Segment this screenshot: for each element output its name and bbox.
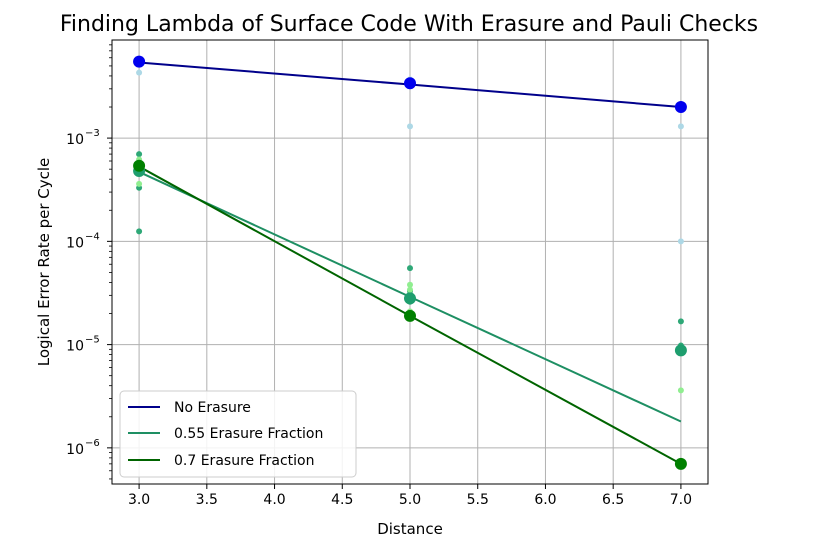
- raw-point: [677, 318, 684, 325]
- raw-point: [677, 123, 684, 130]
- x-tick-label: 3.0: [128, 492, 150, 508]
- raw-point: [136, 180, 143, 187]
- mean-point: [404, 77, 416, 90]
- x-tick-label: 6.5: [602, 492, 624, 508]
- y-tick-exponent: −6: [85, 438, 100, 449]
- legend-label-0.55-erasure: 0.55 Erasure Fraction: [174, 426, 323, 442]
- mean-point: [404, 309, 416, 322]
- raw-point: [136, 69, 143, 76]
- mean-point: [674, 101, 687, 114]
- y-ticks: 10−610−510−410−3: [66, 44, 112, 480]
- y-tick-exponent: −5: [85, 335, 100, 346]
- raw-point: [136, 151, 143, 158]
- mean-point: [674, 344, 687, 357]
- y-tick-label: 10: [66, 132, 84, 148]
- y-tick-exponent: −3: [85, 128, 100, 139]
- raw-point: [136, 228, 143, 235]
- legend-box: [119, 390, 357, 478]
- mean-points: [133, 55, 687, 470]
- x-tick-label: 5.0: [399, 492, 421, 508]
- raw-point: [677, 238, 684, 245]
- y-tick-label: 10: [66, 442, 84, 458]
- y-tick-exponent: −4: [85, 231, 100, 242]
- x-tick-label: 7.0: [670, 492, 692, 508]
- x-tick-label: 4.0: [263, 492, 285, 508]
- y-tick-label: 10: [66, 235, 84, 251]
- mean-point: [674, 457, 687, 470]
- legend-label-0.7-erasure: 0.7 Erasure Fraction: [174, 453, 314, 469]
- mean-point: [133, 159, 146, 172]
- x-ticks: 3.0 3.5 4.0 4.5 5.0 5.5 6.0 6.5 7.0: [128, 484, 692, 508]
- raw-point: [677, 387, 684, 394]
- grid: [112, 40, 708, 484]
- legend-label-no-erasure: No Erasure: [174, 400, 251, 416]
- mean-point: [133, 55, 146, 68]
- y-tick-label: 10: [66, 339, 84, 355]
- x-tick-label: 3.5: [196, 492, 218, 508]
- mean-point: [404, 292, 416, 305]
- x-tick-label: 4.5: [331, 492, 353, 508]
- x-tick-label: 5.5: [467, 492, 489, 508]
- raw-point: [407, 265, 413, 272]
- chart-title: Finding Lambda of Surface Code With Eras…: [60, 12, 758, 37]
- raw-point: [407, 281, 413, 288]
- x-axis-label: Distance: [377, 520, 443, 538]
- x-tick-label: 6.0: [534, 492, 556, 508]
- raw-point: [407, 286, 413, 293]
- y-axis-label: Logical Error Rate per Cycle: [35, 158, 53, 367]
- legend: No Erasure 0.55 Erasure Fraction 0.7 Era…: [119, 390, 357, 478]
- raw-point: [407, 123, 413, 130]
